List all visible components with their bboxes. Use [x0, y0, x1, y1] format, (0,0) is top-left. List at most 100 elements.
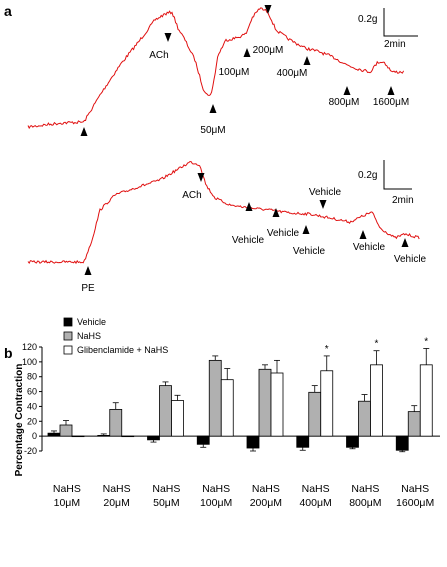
- significance-marker: *: [325, 344, 329, 355]
- trace-bottom: [27, 160, 420, 265]
- bar: [71, 435, 85, 438]
- legend-label: Vehicle: [77, 317, 106, 327]
- bars: * * *: [47, 336, 433, 453]
- bar: [109, 408, 123, 437]
- marker-label: PE: [81, 283, 95, 294]
- marker-label: 100μM: [219, 67, 250, 78]
- x-tick-label: NaHS 1600μM: [396, 483, 434, 509]
- panel-a-label: a: [4, 3, 12, 19]
- marker-arrow-up-icon: [343, 86, 351, 95]
- scale-bar-bottom-time: 2min: [392, 195, 414, 206]
- marker-label: ACh: [149, 50, 168, 61]
- x-tick-label: NaHS 100μM: [200, 483, 232, 509]
- bar: [147, 435, 160, 441]
- scale-bar-top-time: 2min: [384, 39, 406, 50]
- x-tick-label: NaHS 800μM: [349, 483, 381, 509]
- bar: [296, 435, 310, 448]
- bar: [47, 432, 61, 437]
- bar: [220, 379, 234, 437]
- marker-label: 200μM: [253, 45, 284, 56]
- marker-arrow-up-icon: [359, 230, 367, 239]
- bar: [97, 434, 111, 437]
- marker-arrow-down-icon: [319, 200, 327, 209]
- legend-label: Glibenclamide + NaHS: [77, 345, 168, 355]
- bar: [370, 364, 383, 437]
- marker-label: Vehicle: [309, 187, 342, 198]
- scale-bar-bottom: 0.2g 2min: [358, 160, 414, 206]
- scale-bar-top-lines: [383, 8, 418, 37]
- bar: [208, 359, 222, 437]
- legend-swatch: [63, 317, 73, 327]
- bar: [419, 364, 433, 437]
- scale-bar-top-force: 0.2g: [358, 14, 377, 25]
- bar: [407, 411, 421, 437]
- marker-label: Vehicle: [267, 228, 300, 239]
- marker-arrow-down-icon: [197, 173, 205, 182]
- marker-arrow-up-icon: [209, 104, 217, 113]
- marker-arrow-up-icon: [243, 48, 251, 57]
- x-tick-label: NaHS 50μM: [152, 483, 180, 509]
- trace-top-start-arrow: [80, 127, 88, 136]
- scale-bar-bottom-force: 0.2g: [358, 170, 377, 181]
- bar: [258, 368, 272, 437]
- bar: [246, 435, 260, 449]
- marker-arrow-up-icon: [272, 208, 280, 217]
- bar: [358, 400, 371, 437]
- marker-label: ACh: [182, 190, 201, 201]
- marker-arrow-up-icon: [303, 56, 311, 65]
- legend: Vehicle NaHS Glibenclamide + NaHS: [63, 317, 168, 355]
- marker-arrow-up-icon: [387, 86, 395, 95]
- bar: [59, 424, 73, 437]
- trace-top: [27, 7, 405, 130]
- bar: [171, 400, 184, 437]
- bar: [270, 372, 284, 437]
- marker-arrow-up-icon: [401, 238, 409, 247]
- bar: [320, 370, 334, 437]
- legend-swatch: [63, 345, 73, 355]
- bar: [196, 435, 210, 445]
- marker-arrow-up-icon: [302, 225, 310, 234]
- x-tick-label: NaHS 20μM: [103, 483, 131, 509]
- markers-bottom: PEAChVehicleVehicleVehicleVehicleVehicle…: [81, 173, 427, 294]
- marker-arrow-up-icon: [84, 266, 92, 275]
- y-tick-label: 40: [27, 401, 37, 411]
- marker-label: 1600μM: [373, 97, 409, 108]
- y-tick-label: -20: [24, 446, 37, 456]
- panel-b: b Percentage Contraction Vehicle NaHS Glib…: [4, 317, 440, 509]
- y-tick-label: 120: [22, 342, 37, 352]
- marker-label: Vehicle: [394, 254, 427, 265]
- bar: [121, 435, 135, 438]
- bar: [308, 391, 322, 437]
- x-tick-label: NaHS 10μM: [53, 483, 81, 509]
- significance-marker: *: [424, 336, 428, 347]
- y-tick-label: 60: [27, 387, 37, 397]
- panel-b-label: b: [4, 345, 13, 361]
- y-tick-label: 20: [27, 416, 37, 426]
- x-axis-labels: NaHS 10μM NaHS 20μM NaHS 50μM NaHS 100μM NaHS 200…: [53, 483, 434, 509]
- marker-label: Vehicle: [293, 246, 326, 257]
- x-tick-label: NaHS 400μM: [299, 483, 331, 509]
- bar: [346, 435, 359, 448]
- marker-label: 800μM: [329, 97, 360, 108]
- y-tick-label: 0: [32, 431, 37, 441]
- marker-label: 50μM: [200, 125, 225, 136]
- marker-arrow-down-icon: [264, 5, 272, 14]
- legend-label: NaHS: [77, 331, 101, 341]
- marker-arrow-down-icon: [164, 33, 172, 42]
- x-tick-label: NaHS 200μM: [250, 483, 282, 509]
- marker-label: Vehicle: [232, 235, 265, 246]
- bar: [395, 435, 409, 451]
- bar: [159, 385, 172, 437]
- legend-swatch: [63, 331, 73, 341]
- y-tick-label: 80: [27, 372, 37, 382]
- marker-label: 400μM: [277, 68, 308, 79]
- marker-label: Vehicle: [353, 242, 386, 253]
- y-tick-label: 100: [22, 357, 37, 367]
- scale-bar-top: 0.2g 2min: [358, 8, 418, 50]
- scale-bar-bottom-lines: [383, 160, 412, 190]
- significance-marker: *: [375, 339, 379, 350]
- y-axis-label: Percentage Contraction: [14, 364, 25, 477]
